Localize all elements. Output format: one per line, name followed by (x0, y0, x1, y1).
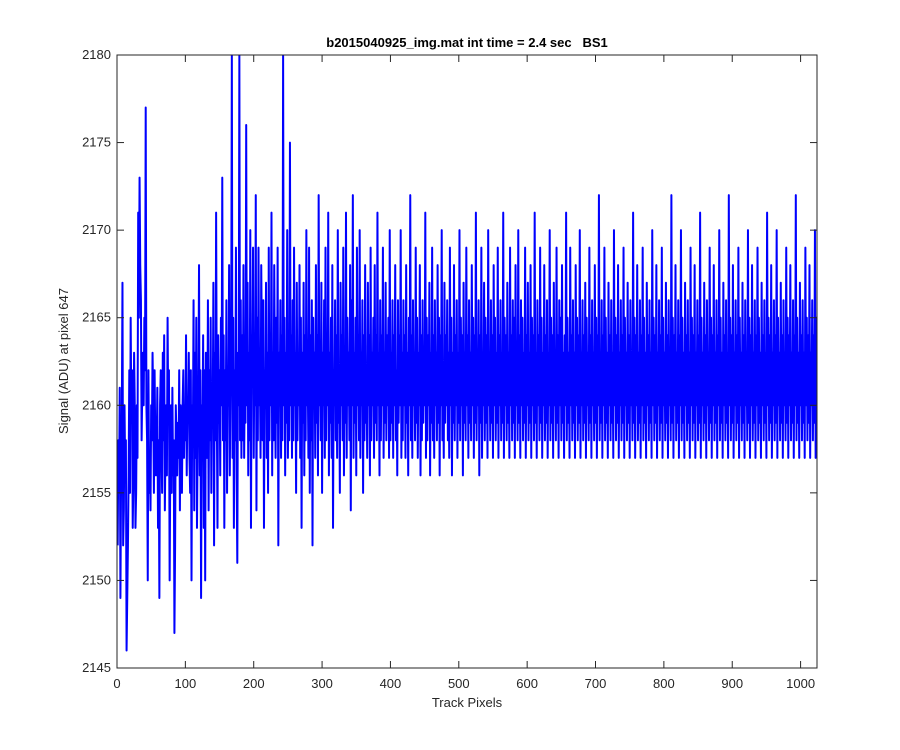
y-tick-label: 2180 (82, 47, 111, 62)
y-tick-label: 2170 (82, 222, 111, 237)
x-tick-label: 800 (653, 676, 675, 691)
x-tick-label: 900 (721, 676, 743, 691)
y-tick-label: 2165 (82, 310, 111, 325)
x-tick-label: 1000 (786, 676, 815, 691)
x-tick-label: 600 (516, 676, 538, 691)
chart-title: b2015040925_img.mat int time = 2.4 sec B… (326, 35, 607, 50)
x-axis-label: Track Pixels (432, 695, 503, 710)
x-axis-ticks: 0 100 200 300 400 500 600 700 800 900 1000 (113, 55, 815, 691)
y-axis-ticks: 2145 2150 2155 2160 2165 2170 2175 2180 (82, 47, 817, 675)
x-tick-label: 100 (175, 676, 197, 691)
x-tick-label: 400 (380, 676, 402, 691)
y-tick-label: 2145 (82, 660, 111, 675)
y-tick-label: 2160 (82, 397, 111, 412)
x-tick-label: 200 (243, 676, 265, 691)
x-tick-label: 700 (585, 676, 607, 691)
series-line (117, 55, 817, 652)
series-layer (117, 55, 817, 652)
axes-box (116, 54, 818, 669)
x-tick-label: 300 (311, 676, 333, 691)
plot-area: 2145 2150 2155 2160 2165 2170 2175 2180 0 100 200… (82, 47, 818, 691)
y-axis-label: Signal (ADU) at pixel 647 (56, 288, 71, 434)
x-tick-label: 500 (448, 676, 470, 691)
y-tick-label: 2155 (82, 485, 111, 500)
x-tick-label: 0 (113, 676, 120, 691)
y-tick-label: 2175 (82, 135, 111, 150)
y-tick-label: 2150 (82, 572, 111, 587)
